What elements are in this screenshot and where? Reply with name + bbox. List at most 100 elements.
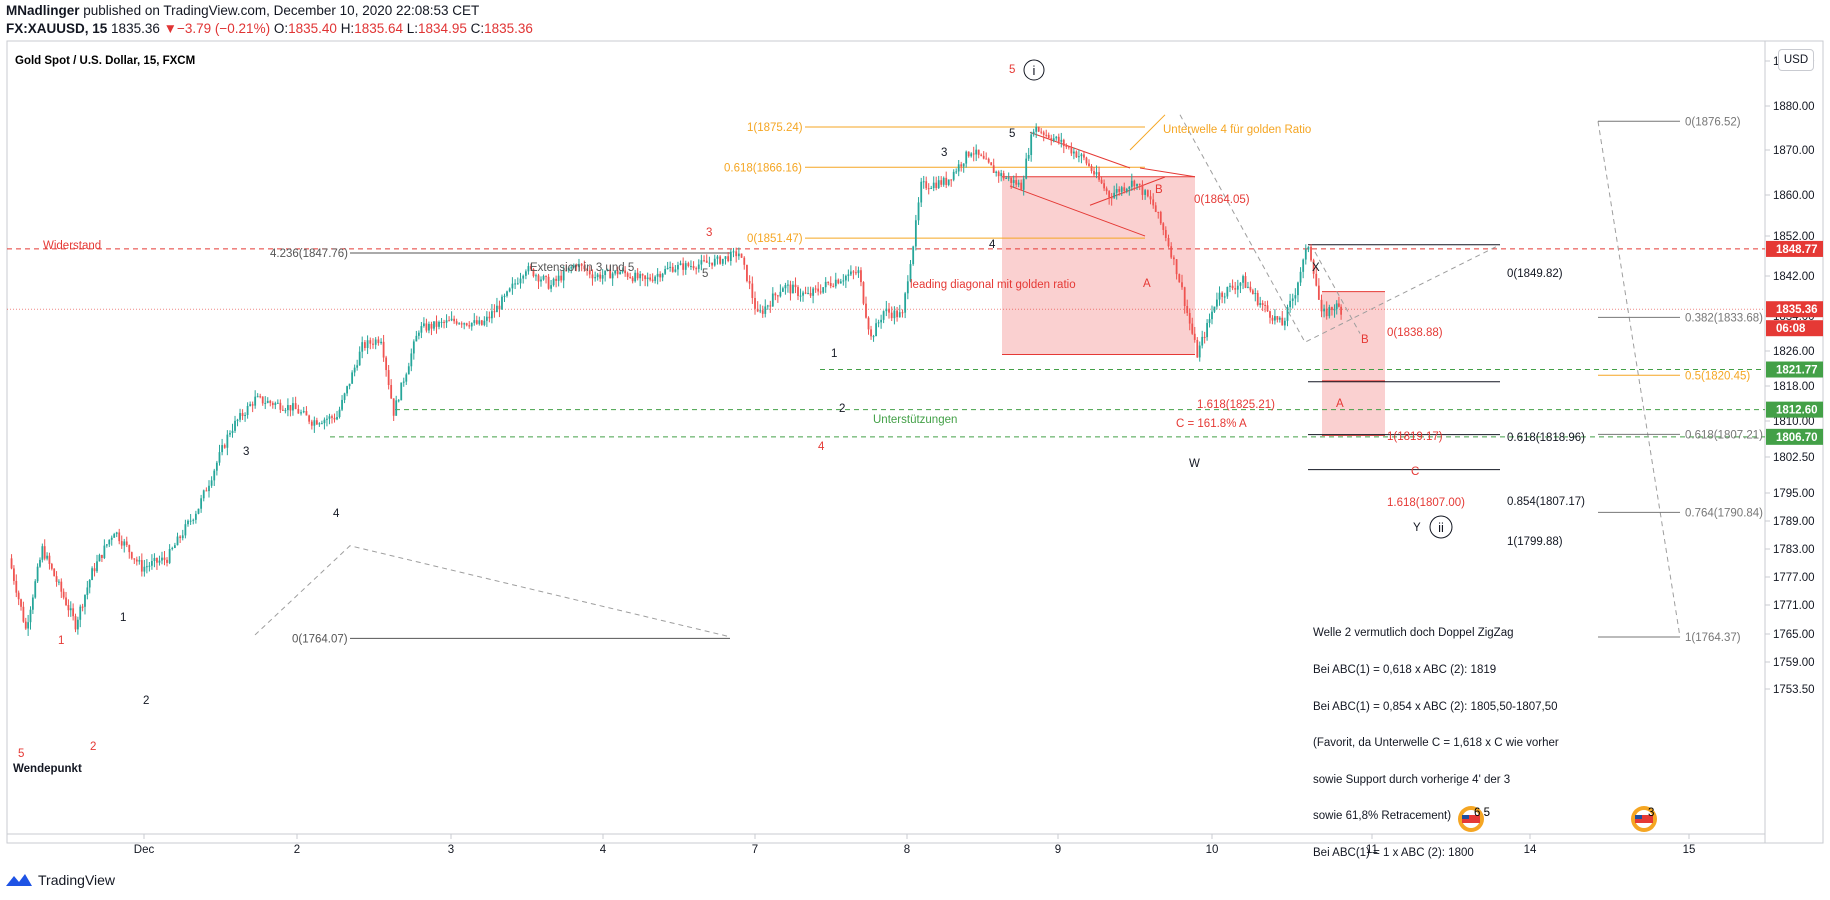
- candle-body: [822, 287, 825, 293]
- time-tick-label: 8: [904, 844, 910, 856]
- r-0618-label: 0.618(1818.96): [1507, 432, 1585, 444]
- unterwelle-label: Unterwelle 4 für golden Ratio: [1163, 124, 1311, 136]
- candle-body: [947, 179, 950, 185]
- candle-body: [580, 263, 583, 266]
- wave-label: B: [1155, 184, 1163, 196]
- candle-body: [898, 312, 901, 318]
- candle-body: [197, 508, 200, 514]
- candle-body: [857, 270, 860, 274]
- event-icon-2[interactable]: 3: [1631, 806, 1657, 832]
- candle-body: [669, 266, 672, 268]
- candle-body: [1067, 146, 1070, 148]
- fib-box-1: [1002, 176, 1195, 355]
- candle-body: [1133, 180, 1136, 187]
- candle-body: [284, 410, 287, 412]
- candle-body: [179, 536, 182, 539]
- candle-body: [405, 374, 408, 382]
- candle-body: [1271, 317, 1274, 321]
- candle-body: [1007, 177, 1010, 179]
- candle-body: [1323, 308, 1325, 312]
- candle-body: [1201, 336, 1204, 346]
- candle-body: [279, 402, 282, 410]
- candle-body: [1090, 165, 1093, 172]
- candle-body: [827, 281, 830, 284]
- price-tag-label: 06:08: [1776, 323, 1806, 335]
- candle-body: [552, 278, 555, 286]
- candle-body: [789, 284, 792, 294]
- candle-body: [583, 265, 586, 270]
- candle-body: [965, 151, 968, 164]
- candle-body: [664, 269, 667, 274]
- footer-brand[interactable]: TradingView: [6, 872, 115, 888]
- candle-body: [1141, 184, 1144, 195]
- candle-body: [896, 310, 898, 318]
- candle-body: [46, 555, 48, 559]
- candle-body: [194, 513, 197, 520]
- candle-body: [1000, 173, 1003, 177]
- candle-body: [120, 541, 123, 546]
- candle-body: [333, 417, 336, 420]
- candle-body: [326, 418, 328, 420]
- note-line: Bei ABC(1) = 0,854 x ABC (2): 1805,50-18…: [1313, 700, 1558, 713]
- candle-body: [358, 351, 361, 366]
- currency-button[interactable]: USD: [1778, 49, 1814, 71]
- candle-body: [369, 340, 372, 344]
- candle-body: [1005, 178, 1008, 180]
- candle-body: [453, 318, 456, 322]
- candle-body: [727, 256, 730, 261]
- candle-body: [711, 262, 713, 266]
- candle-body: [957, 164, 960, 172]
- candle-body: [133, 558, 136, 560]
- candle-body: [249, 404, 252, 406]
- wave-label: B: [1361, 334, 1369, 346]
- candle-body: [261, 396, 264, 404]
- candle-body: [776, 295, 779, 297]
- wave-label: W: [1189, 458, 1200, 470]
- candle-body: [1040, 131, 1043, 133]
- fib-box-2: [1322, 291, 1385, 436]
- candle-body: [430, 323, 433, 329]
- candle-body: [79, 606, 82, 620]
- event-icon-1[interactable]: 6 5: [1458, 806, 1490, 832]
- candle-body: [460, 323, 463, 325]
- candle-body: [626, 273, 629, 277]
- author-name[interactable]: MNadlinger: [6, 3, 80, 18]
- chart-header: MNadlinger published on TradingView.com,…: [6, 2, 533, 38]
- unterwelle-arrow: [1129, 114, 1166, 151]
- candle-body: [661, 273, 664, 278]
- candle-body: [478, 320, 481, 324]
- candle-body: [540, 279, 542, 282]
- candle-body: [239, 413, 241, 420]
- candle-body: [636, 272, 639, 279]
- diagonal-line: [1009, 185, 1146, 237]
- candle-body: [713, 258, 716, 266]
- candle-body: [1002, 173, 1005, 179]
- candle-body: [1098, 172, 1100, 180]
- candle-body: [844, 275, 847, 281]
- candle-body: [294, 403, 297, 410]
- wave-label: 2: [143, 695, 149, 707]
- candle-body: [72, 608, 75, 617]
- candle-body: [885, 308, 888, 312]
- candle-body: [1320, 299, 1323, 312]
- note-line: (Favorit, da Unterwelle C = 1,618 x C wi…: [1313, 737, 1559, 750]
- wave-label: A: [1143, 278, 1151, 290]
- candle-body: [732, 251, 735, 253]
- candle-body: [450, 318, 453, 321]
- f-1-label: 1(1764.37): [1685, 632, 1741, 644]
- candle-body: [666, 267, 669, 270]
- candle-body: [208, 485, 210, 492]
- time-axis[interactable]: Dec 2 3 4 7 8 9 10 11 14 15: [134, 834, 1696, 856]
- wave-label: A: [1336, 398, 1344, 410]
- candle-body: [1206, 322, 1208, 338]
- candle-body: [1312, 260, 1315, 274]
- candle-body: [604, 270, 607, 276]
- candle-body: [631, 277, 634, 282]
- candle-body: [135, 559, 138, 562]
- candle-body: [867, 317, 870, 330]
- candle-body: [565, 270, 568, 272]
- candle-body: [1157, 211, 1160, 213]
- candle-body: [498, 305, 501, 310]
- candle-body: [138, 560, 141, 562]
